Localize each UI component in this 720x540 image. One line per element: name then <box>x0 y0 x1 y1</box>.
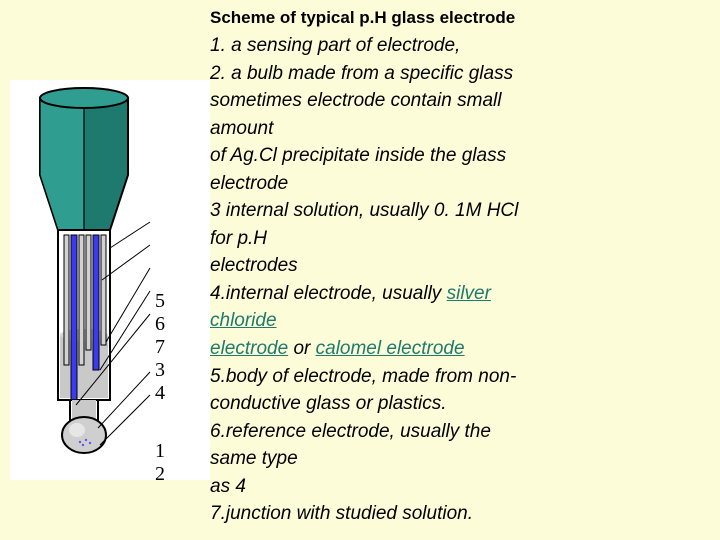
desc-text: or <box>288 338 315 359</box>
desc-text: 4.internal electrode, usually <box>210 283 447 304</box>
description-block: 1. a sensing part of electrode, 2. a bul… <box>210 32 710 528</box>
label-5: 5 <box>155 290 165 313</box>
desc-line: 5.body of electrode, made from non- <box>210 363 710 391</box>
link-silver[interactable]: silver <box>447 283 491 304</box>
link-calomel[interactable]: calomel electrode <box>316 338 465 359</box>
desc-line: 6.reference electrode, usually the <box>210 418 710 446</box>
desc-line: for p.H <box>210 225 710 253</box>
desc-line: sometimes electrode contain small <box>210 87 710 115</box>
desc-line: chloride <box>210 307 710 335</box>
label-3: 3 <box>155 359 165 382</box>
desc-line: as 4 <box>210 473 710 501</box>
label-2: 2 <box>155 463 165 486</box>
desc-line: same type <box>210 445 710 473</box>
desc-line: 1. a sensing part of electrode, <box>210 32 710 60</box>
label-4: 4 <box>155 382 165 405</box>
desc-line: electrodes <box>210 252 710 280</box>
desc-line: 2. a bulb made from a specific glass <box>210 60 710 88</box>
label-1: 1 <box>155 440 165 463</box>
desc-line: of Ag.Cl precipitate inside the glass <box>210 142 710 170</box>
desc-line: electrode or calomel electrode <box>210 335 710 363</box>
desc-line: 3 internal solution, usually 0. 1M HCl <box>210 197 710 225</box>
desc-line: conductive glass or plastics. <box>210 390 710 418</box>
page-title: Scheme of typical p.H glass electrode <box>210 8 515 28</box>
lower-number-labels: 1 2 <box>155 440 165 486</box>
desc-line: electrode <box>210 170 710 198</box>
desc-line: 7.junction with studied solution. <box>210 500 710 528</box>
label-6: 6 <box>155 313 165 336</box>
desc-line: amount <box>210 115 710 143</box>
electrode-svg <box>10 80 210 480</box>
link-electrode[interactable]: electrode <box>210 338 288 359</box>
desc-line: 4.internal electrode, usually silver <box>210 280 710 308</box>
link-chloride[interactable]: chloride <box>210 310 277 331</box>
upper-number-labels: 5 6 7 3 4 <box>155 290 165 405</box>
label-7: 7 <box>155 336 165 359</box>
electrode-diagram: 5 6 7 3 4 1 2 <box>10 80 210 480</box>
